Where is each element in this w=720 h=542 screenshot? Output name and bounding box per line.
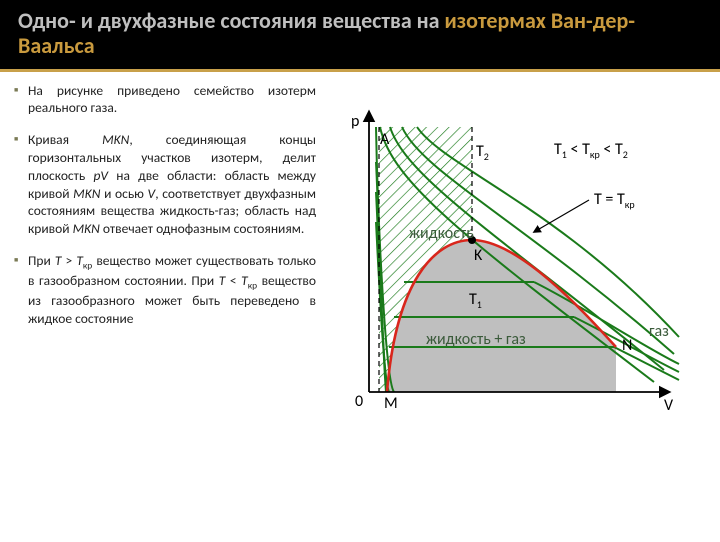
- svg-text:T = Tкр: T = Tкр: [594, 190, 635, 211]
- svg-text:N: N: [622, 336, 632, 355]
- svg-text:K: K: [474, 246, 483, 265]
- svg-text:M: M: [384, 394, 398, 413]
- svg-text:жидкость: жидкость: [409, 224, 474, 243]
- body-area: На рисунке приведено семейство изотерм р…: [0, 72, 720, 542]
- phase-diagram-chart: pV0AT2KT1MNT1 < Tкр < T2T = Tкржидкостьж…: [324, 82, 694, 432]
- slide-title: Одно- и двухфазные состояния вещества на…: [18, 8, 702, 59]
- svg-text:p: p: [351, 112, 359, 131]
- title-main: Одно- и двухфазные состояния вещества на: [18, 7, 445, 34]
- text-column: На рисунке приведено семейство изотерм р…: [14, 82, 324, 542]
- slide-root: Одно- и двухфазные состояния вещества на…: [0, 0, 720, 540]
- svg-text:T1 < Tкр < T2: T1 < Tкр < T2: [554, 140, 628, 161]
- title-band: Одно- и двухфазные состояния вещества на…: [0, 0, 720, 72]
- bullet-1: На рисунке приведено семейство изотерм р…: [14, 82, 316, 118]
- svg-text:газ: газ: [649, 322, 669, 341]
- svg-text:V: V: [664, 396, 674, 415]
- bullet-2: Кривая MKN, соединяющая концы горизонтал…: [14, 131, 316, 238]
- bullet-list: На рисунке приведено семейство изотерм р…: [14, 82, 316, 328]
- chart-column: pV0AT2KT1MNT1 < Tкр < T2T = Tкржидкостьж…: [324, 82, 708, 542]
- svg-text:жидкость + газ: жидкость + газ: [426, 330, 526, 349]
- bullet-3: При T > Tкр вещество может существовать …: [14, 252, 316, 328]
- svg-text:0: 0: [355, 392, 363, 411]
- svg-text:T2: T2: [476, 142, 489, 163]
- svg-text:A: A: [380, 130, 390, 149]
